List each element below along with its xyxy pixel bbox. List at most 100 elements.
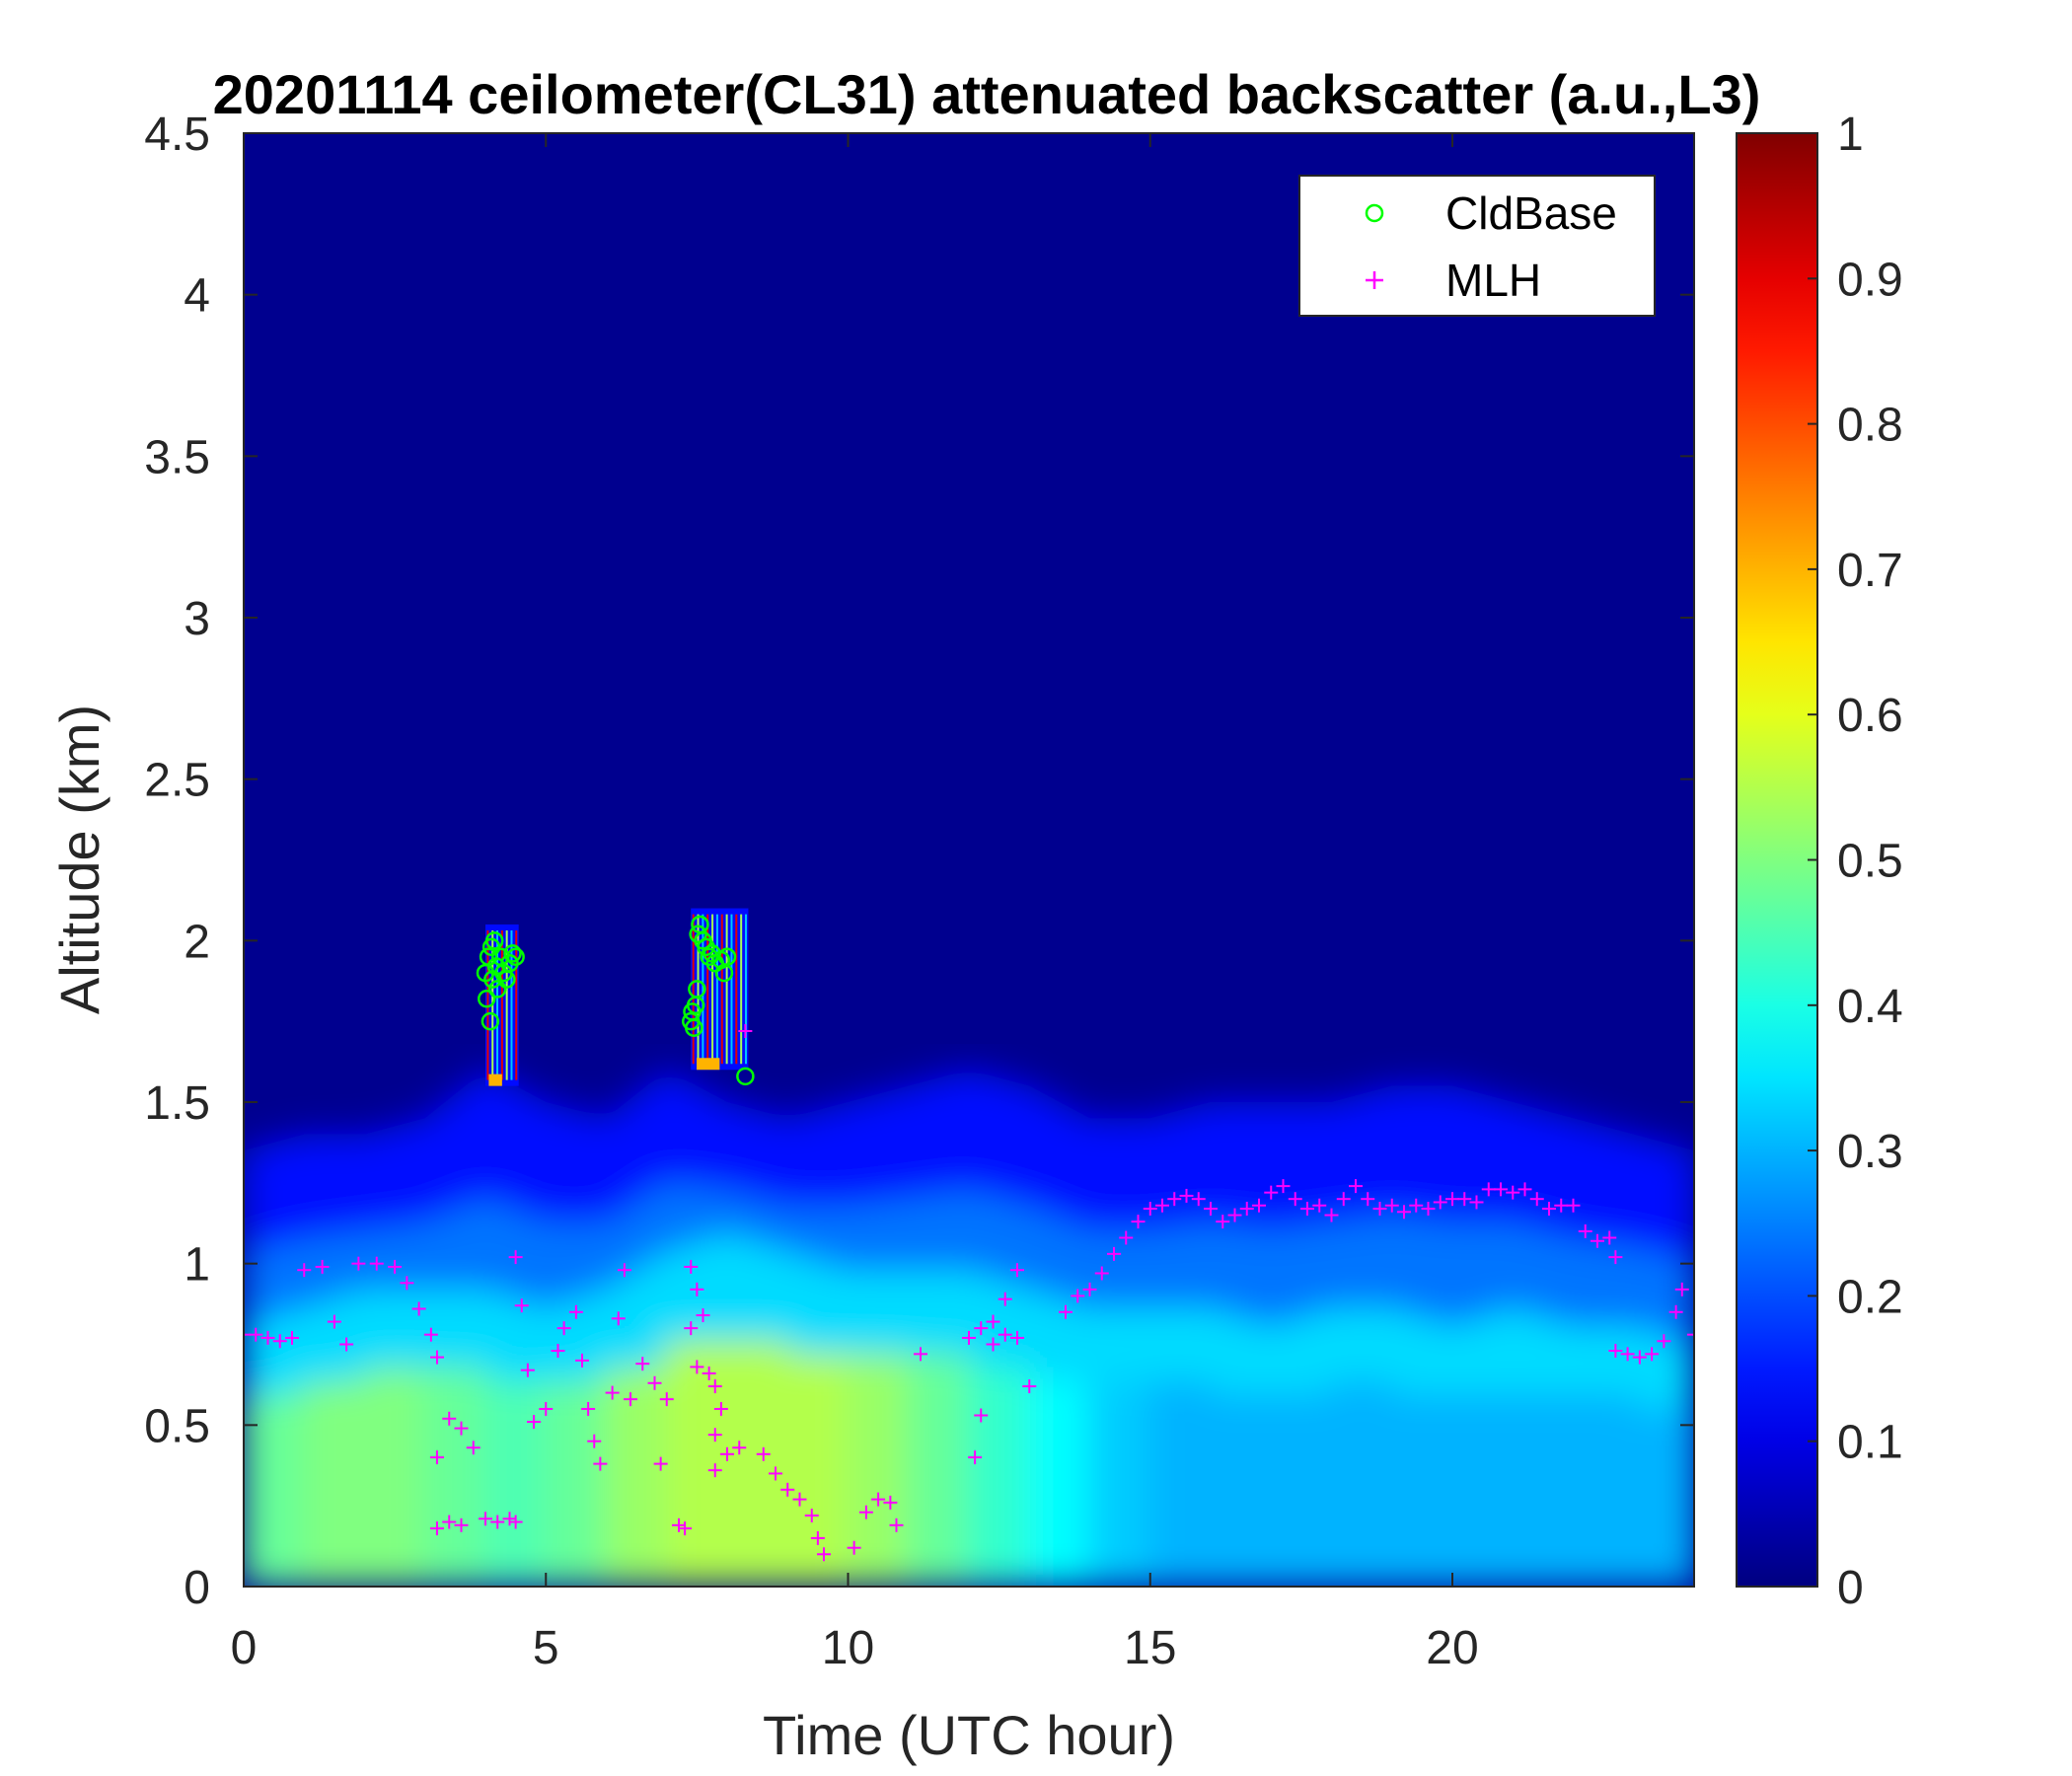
mlh-point [454,1517,469,1532]
mlh-point [1542,1202,1556,1217]
mlh-point [968,1450,983,1465]
dense-layer-cell [1269,1394,1334,1587]
mlh-point [1276,1179,1291,1194]
mlh-point [1578,1223,1592,1238]
dense-layer-cell [483,1380,549,1587]
mlh-point [1602,1230,1617,1245]
mlh-point [479,1512,492,1526]
mlh-point [1372,1202,1387,1217]
mlh-point [974,1321,989,1336]
legend-mlh-label: MLH [1445,255,1541,306]
cloud-base-glow [488,1073,502,1086]
colorbar-tick-label: 1 [1837,109,1864,161]
colorbar-ticks: 0 0.1 0.2 0.3 0.4 0.5 0.6 0.7 0.8 0.9 1 [1808,109,1903,1614]
mlh-point [1191,1192,1206,1207]
mlh-series [244,1023,1694,1562]
colorbar-tick-label: 0.4 [1837,981,1903,1033]
cldbase-point [685,1018,703,1037]
mlh-point [556,1321,571,1336]
mlh-point [1657,1334,1671,1349]
mlh-point [1336,1192,1351,1207]
mlh-point [411,1301,426,1316]
mlh-point [1204,1202,1218,1217]
mlh-point [1433,1195,1447,1210]
mlh-point [442,1411,457,1426]
cldbase-point [717,947,737,966]
mlh-point [527,1415,541,1430]
mlh-point [430,1521,444,1536]
mlh-point [804,1508,819,1522]
x-tick-label: 5 [533,1622,559,1674]
dense-layer-cell [1631,1408,1694,1587]
cldbase-point [688,980,706,999]
mlh-point [1397,1205,1411,1220]
dense-layer-cell [544,1380,609,1587]
mlh-point [315,1259,330,1274]
mlh-point [508,1250,523,1265]
dense-layer-cell [302,1380,367,1587]
legend: CldBase MLH [1298,175,1656,317]
mlh-point [696,1308,710,1323]
dense-layer-cell [1450,1394,1516,1587]
chart-title: 20201114 ceilometer(CL31) attenuated bac… [213,63,1761,125]
mlh-point [520,1363,535,1377]
dense-layer-cell [1389,1394,1454,1587]
y-tick-label: 3 [184,593,210,645]
dense-layer-cell [1571,1394,1636,1587]
mlh-point [423,1327,438,1342]
mlh-point [1554,1198,1569,1213]
mlh-point [1349,1179,1363,1194]
cldbase-point [488,980,507,999]
mlh-point [1608,1344,1623,1359]
mlh-point [1384,1198,1399,1213]
mlh-point [871,1492,886,1507]
mlh-point [1608,1250,1623,1265]
mlh-point [1082,1282,1097,1296]
mlh-point [1239,1202,1254,1217]
mlh-point [454,1421,469,1436]
mlh-point [810,1530,825,1545]
dense-layer-cell [725,1339,790,1587]
mlh-point [1457,1192,1472,1207]
dense-layer-cell [906,1353,971,1587]
mlh-point [914,1347,927,1362]
mlh-point [1071,1289,1085,1303]
x-axis-label: Time (UTC hour) [763,1704,1175,1766]
mlh-point [1421,1202,1436,1217]
mlh-point [624,1392,637,1407]
mlh-point [1674,1282,1689,1296]
cldbase-point [736,1067,755,1086]
mlh-point [490,1515,505,1529]
y-tick-label: 0.5 [144,1400,210,1452]
dense-layer-cell [1027,1380,1092,1587]
mlh-point [272,1334,287,1349]
mlh-point [285,1330,299,1345]
mlh-point [327,1314,341,1329]
mlh-point [430,1350,444,1365]
mlh-point [502,1512,517,1526]
mlh-point [339,1337,354,1352]
dense-layer-cell [1329,1380,1394,1587]
y-tick-label: 1.5 [144,1077,210,1130]
dense-layer-cell [846,1353,911,1587]
cldbase-point [506,947,525,966]
mlh-point [998,1292,1012,1306]
cldbase-series [476,915,755,1086]
legend-box [1298,175,1656,317]
mlh-point [593,1456,608,1471]
colorbar-tick-label: 0.9 [1837,254,1903,306]
mlh-point [1494,1182,1508,1197]
cloud-base-glow [697,1058,720,1071]
mlh-point [442,1515,457,1529]
cldbase-point [503,944,522,963]
mlh-point [605,1385,620,1400]
mlh-point [1288,1192,1302,1207]
colorbar-tick-label: 0.6 [1837,690,1903,742]
mlh-point [514,1298,529,1313]
mlh-point [889,1517,904,1532]
dense-layer-cell [604,1367,669,1587]
legend-cldbase-marker [1365,203,1384,223]
dense-layer-cell [785,1353,851,1587]
mlh-point [400,1276,414,1291]
